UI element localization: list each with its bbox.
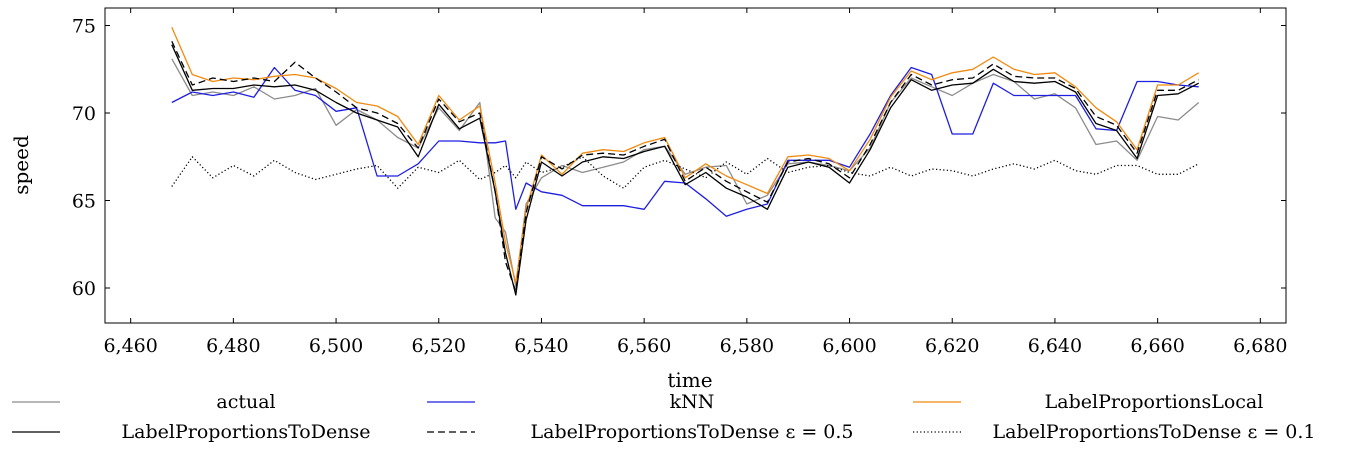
x-tick-label: 6,540: [514, 335, 568, 357]
legend: actual kNN LabelProportionsLocal LabelPropo…: [12, 391, 1316, 443]
series-line-knn: [171, 66, 1199, 217]
series-line-actual: [171, 58, 1200, 287]
series-line-labelproportionslocal: [171, 26, 1200, 284]
y-axis-label: speed: [9, 135, 33, 195]
series-lines: [171, 26, 1200, 296]
x-tick-label: 6,580: [720, 335, 774, 357]
legend-label: LabelProportionsToDense ε = 0.1: [993, 421, 1316, 443]
x-tick-label: 6,500: [309, 335, 363, 357]
x-tick-label: 6,640: [1028, 335, 1082, 357]
y-tick-label: 60: [72, 278, 96, 300]
series-line-labelproportionstodense-0-5: [171, 41, 1199, 293]
x-tick-label: 6,620: [925, 335, 979, 357]
legend-label: LabelProportionsLocal: [1045, 391, 1264, 413]
x-tick-label: 6,680: [1233, 335, 1287, 357]
x-tick-label: 6,480: [206, 335, 260, 357]
plot-frame: [104, 7, 1287, 324]
plot-area-border: [104, 7, 1287, 324]
x-axis-label: time: [667, 368, 712, 392]
legend-label: actual: [216, 391, 275, 413]
y-tick-label: 75: [72, 16, 96, 38]
y-axis-ticks: 60 65 70 75: [72, 16, 1286, 300]
x-tick-label: 6,460: [103, 335, 157, 357]
x-tick-label: 6,600: [822, 335, 876, 357]
x-tick-label: 6,520: [412, 335, 466, 357]
series-line-labelproportionstodense: [171, 44, 1199, 296]
series-line-labelproportionstodense-0-1: [171, 156, 1199, 189]
legend-label: LabelProportionsToDense ε = 0.5: [531, 421, 854, 443]
legend-label: LabelProportionsToDense: [122, 421, 371, 443]
y-tick-label: 65: [72, 191, 96, 213]
x-tick-label: 6,660: [1130, 335, 1184, 357]
x-axis-ticks: 6,460 6,480 6,500 6,520 6,540 6,560 6,580 6,600…: [103, 8, 1288, 357]
legend-label: kNN: [670, 391, 715, 413]
x-tick-label: 6,560: [617, 335, 671, 357]
y-tick-label: 70: [72, 103, 96, 125]
